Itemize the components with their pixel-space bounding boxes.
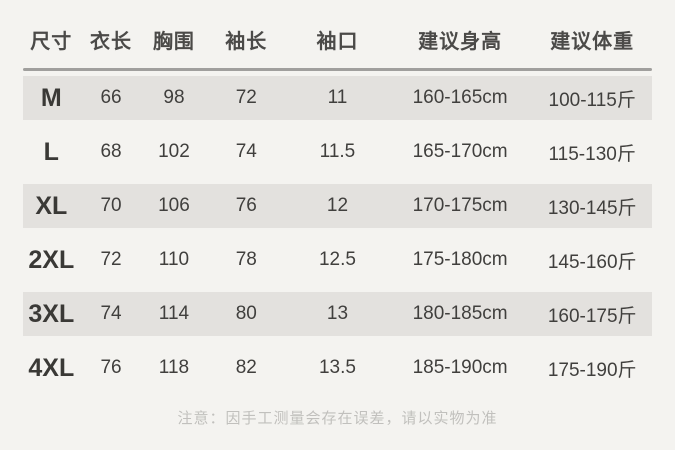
header-divider bbox=[23, 68, 652, 71]
chest-cell: 110 bbox=[158, 249, 190, 270]
garment-length-cell: 68 bbox=[100, 141, 122, 162]
header-weight: 建议体重 bbox=[550, 30, 635, 53]
size-cell: 2XL bbox=[28, 245, 75, 274]
size-cell: 4XL bbox=[28, 353, 75, 382]
height-cell: 175-180cm bbox=[412, 249, 508, 270]
sleeve-length-cell: 80 bbox=[235, 303, 257, 324]
table-row: 2XL 72 110 78 12.5 175-180cm 145-160斤 bbox=[23, 233, 652, 287]
cuff-cell: 12 bbox=[326, 195, 349, 216]
table-row: L 68 102 74 11.5 165-170cm 115-130斤 bbox=[23, 125, 652, 179]
header-size: 尺寸 bbox=[30, 30, 73, 53]
table-row: M 66 98 72 11 160-165cm 100-115斤 bbox=[23, 71, 652, 125]
garment-length-cell: 66 bbox=[100, 87, 122, 108]
weight-cell: 130-145斤 bbox=[547, 197, 637, 219]
header-height: 建议身高 bbox=[418, 30, 503, 53]
header-chest: 胸围 bbox=[152, 30, 195, 53]
chest-cell: 106 bbox=[158, 195, 190, 216]
weight-cell: 175-190斤 bbox=[547, 359, 637, 381]
cuff-cell: 11 bbox=[327, 87, 348, 108]
table-row: 3XL 74 114 80 13 180-185cm 160-175斤 bbox=[23, 287, 652, 341]
sleeve-length-cell: 78 bbox=[235, 249, 257, 270]
header-garment-length: 衣长 bbox=[90, 30, 133, 53]
garment-length-cell: 70 bbox=[100, 195, 122, 216]
header-sleeve-length: 袖长 bbox=[225, 30, 268, 53]
cuff-cell: 13 bbox=[326, 303, 349, 324]
garment-length-cell: 76 bbox=[100, 357, 122, 378]
sleeve-length-cell: 76 bbox=[235, 195, 257, 216]
size-cell: M bbox=[40, 83, 62, 112]
chest-cell: 118 bbox=[158, 357, 190, 378]
cuff-cell: 11.5 bbox=[319, 141, 356, 162]
garment-length-cell: 72 bbox=[100, 249, 122, 270]
weight-cell: 100-115斤 bbox=[548, 89, 636, 111]
cuff-cell: 12.5 bbox=[318, 249, 356, 270]
size-cell: XL bbox=[35, 191, 68, 220]
weight-cell: 160-175斤 bbox=[547, 305, 637, 327]
chest-cell: 102 bbox=[158, 141, 190, 162]
size-cell: 3XL bbox=[28, 299, 75, 328]
table-header-row: 尺寸 衣长 胸围 袖长 袖口 建议身高 建议体重 bbox=[23, 0, 652, 68]
height-cell: 165-170cm bbox=[412, 141, 508, 162]
sleeve-length-cell: 74 bbox=[235, 141, 257, 162]
height-cell: 180-185cm bbox=[412, 303, 508, 324]
cuff-cell: 13.5 bbox=[318, 357, 356, 378]
sleeve-length-cell: 72 bbox=[235, 87, 257, 108]
height-cell: 160-165cm bbox=[412, 87, 508, 108]
weight-cell: 145-160斤 bbox=[547, 251, 637, 273]
header-cuff: 袖口 bbox=[316, 30, 359, 53]
size-chart-table: 尺寸 衣长 胸围 袖长 袖口 建议身高 建议体重 M 66 98 72 11 1… bbox=[23, 0, 652, 395]
table-row: 4XL 76 118 82 13.5 185-190cm 175-190斤 bbox=[23, 341, 652, 395]
weight-cell: 115-130斤 bbox=[548, 143, 636, 165]
garment-length-cell: 74 bbox=[100, 303, 122, 324]
height-cell: 170-175cm bbox=[412, 195, 508, 216]
size-cell: L bbox=[43, 137, 59, 166]
chest-cell: 114 bbox=[158, 303, 190, 324]
sleeve-length-cell: 82 bbox=[235, 357, 257, 378]
measurement-disclaimer: 注意：因手工测量会存在误差，请以实物为准 bbox=[177, 410, 498, 427]
table-row: XL 70 106 76 12 170-175cm 130-145斤 bbox=[23, 179, 652, 233]
chest-cell: 98 bbox=[163, 87, 185, 108]
height-cell: 185-190cm bbox=[412, 357, 508, 378]
